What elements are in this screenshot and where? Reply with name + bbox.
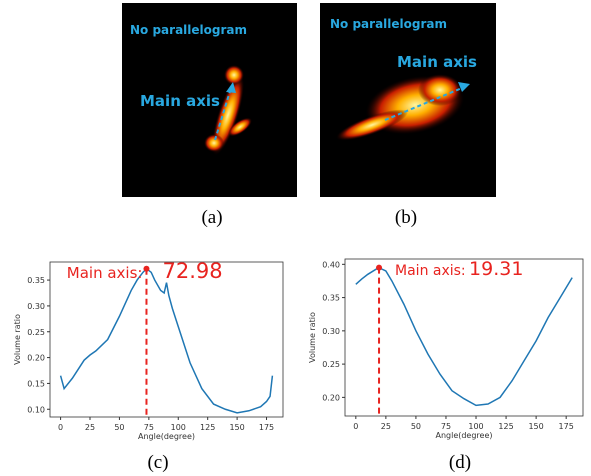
peak-marker xyxy=(143,265,150,272)
caption: (b) xyxy=(395,207,417,228)
annotation: Main axis: xyxy=(67,264,143,282)
y-tick-label: 0.30 xyxy=(322,327,340,336)
chart: 0 25 50 75 100 125 150 175 0.10 0.15 0.20 0.25 0.30 0… xyxy=(13,259,284,473)
plot-frame xyxy=(49,261,284,418)
x-tick-label: 100 xyxy=(468,422,483,431)
x-axis-label: Angle(degree) xyxy=(435,431,492,440)
y-tick-label: 0.25 xyxy=(27,328,45,337)
y-tick-label: 0.35 xyxy=(27,276,45,285)
x-tick-label: 125 xyxy=(498,422,513,431)
caption: (d) xyxy=(449,452,471,473)
y-tick-label: 0.40 xyxy=(322,260,340,269)
x-tick-label: 50 xyxy=(114,423,124,432)
x-tick-label: 0 xyxy=(58,423,63,432)
image-label: No parallelogram xyxy=(130,23,247,37)
x-tick-label: 75 xyxy=(441,422,451,431)
y-tick-label: 0.20 xyxy=(322,393,340,402)
x-tick-label: 0 xyxy=(353,422,358,431)
x-tick-label: 150 xyxy=(528,422,543,431)
plot-frame xyxy=(344,258,584,417)
image-a: No parallelogram Main axis xyxy=(122,3,297,197)
y-tick-label: 0.30 xyxy=(27,302,45,311)
annotation-value: 72.98 xyxy=(162,259,222,283)
y-axis-label: Volume ratio xyxy=(13,314,22,365)
line xyxy=(355,266,573,407)
x-tick-label: 75 xyxy=(144,423,154,432)
line xyxy=(59,267,274,414)
x-tick-label: 125 xyxy=(200,423,215,432)
caption: (c) xyxy=(147,452,168,473)
image-annotation: Main axis xyxy=(397,53,477,71)
y-tick-label: 0.35 xyxy=(322,294,340,303)
chart: 0 25 50 75 100 125 150 175 0.20 0.25 0.30 0.35 0.40 A… xyxy=(308,258,584,473)
y-tick-label: 0.15 xyxy=(27,379,45,388)
y-axis-label: Volume ratio xyxy=(308,312,317,363)
y-tick-label: 0.10 xyxy=(27,405,45,414)
annotation-value: 19.31 xyxy=(469,258,523,280)
peak-marker xyxy=(376,264,383,271)
caption: (a) xyxy=(201,207,222,228)
x-tick-label: 175 xyxy=(259,423,274,432)
y-tick-label: 0.20 xyxy=(27,354,45,363)
x-tick-label: 100 xyxy=(171,423,186,432)
x-tick-label: 175 xyxy=(559,422,574,431)
x-tick-label: 50 xyxy=(411,422,421,431)
image-b: No parallelogram Main axis xyxy=(320,3,496,197)
x-tick-label: 25 xyxy=(85,423,95,432)
annotation: Main axis: xyxy=(395,263,466,279)
image-annotation: Main axis xyxy=(140,92,220,110)
x-tick-label: 25 xyxy=(381,422,391,431)
y-tick-label: 0.25 xyxy=(322,360,340,369)
x-axis-label: Angle(degree) xyxy=(138,432,195,441)
x-tick-label: 150 xyxy=(229,423,244,432)
image-label: No parallelogram xyxy=(330,17,447,31)
